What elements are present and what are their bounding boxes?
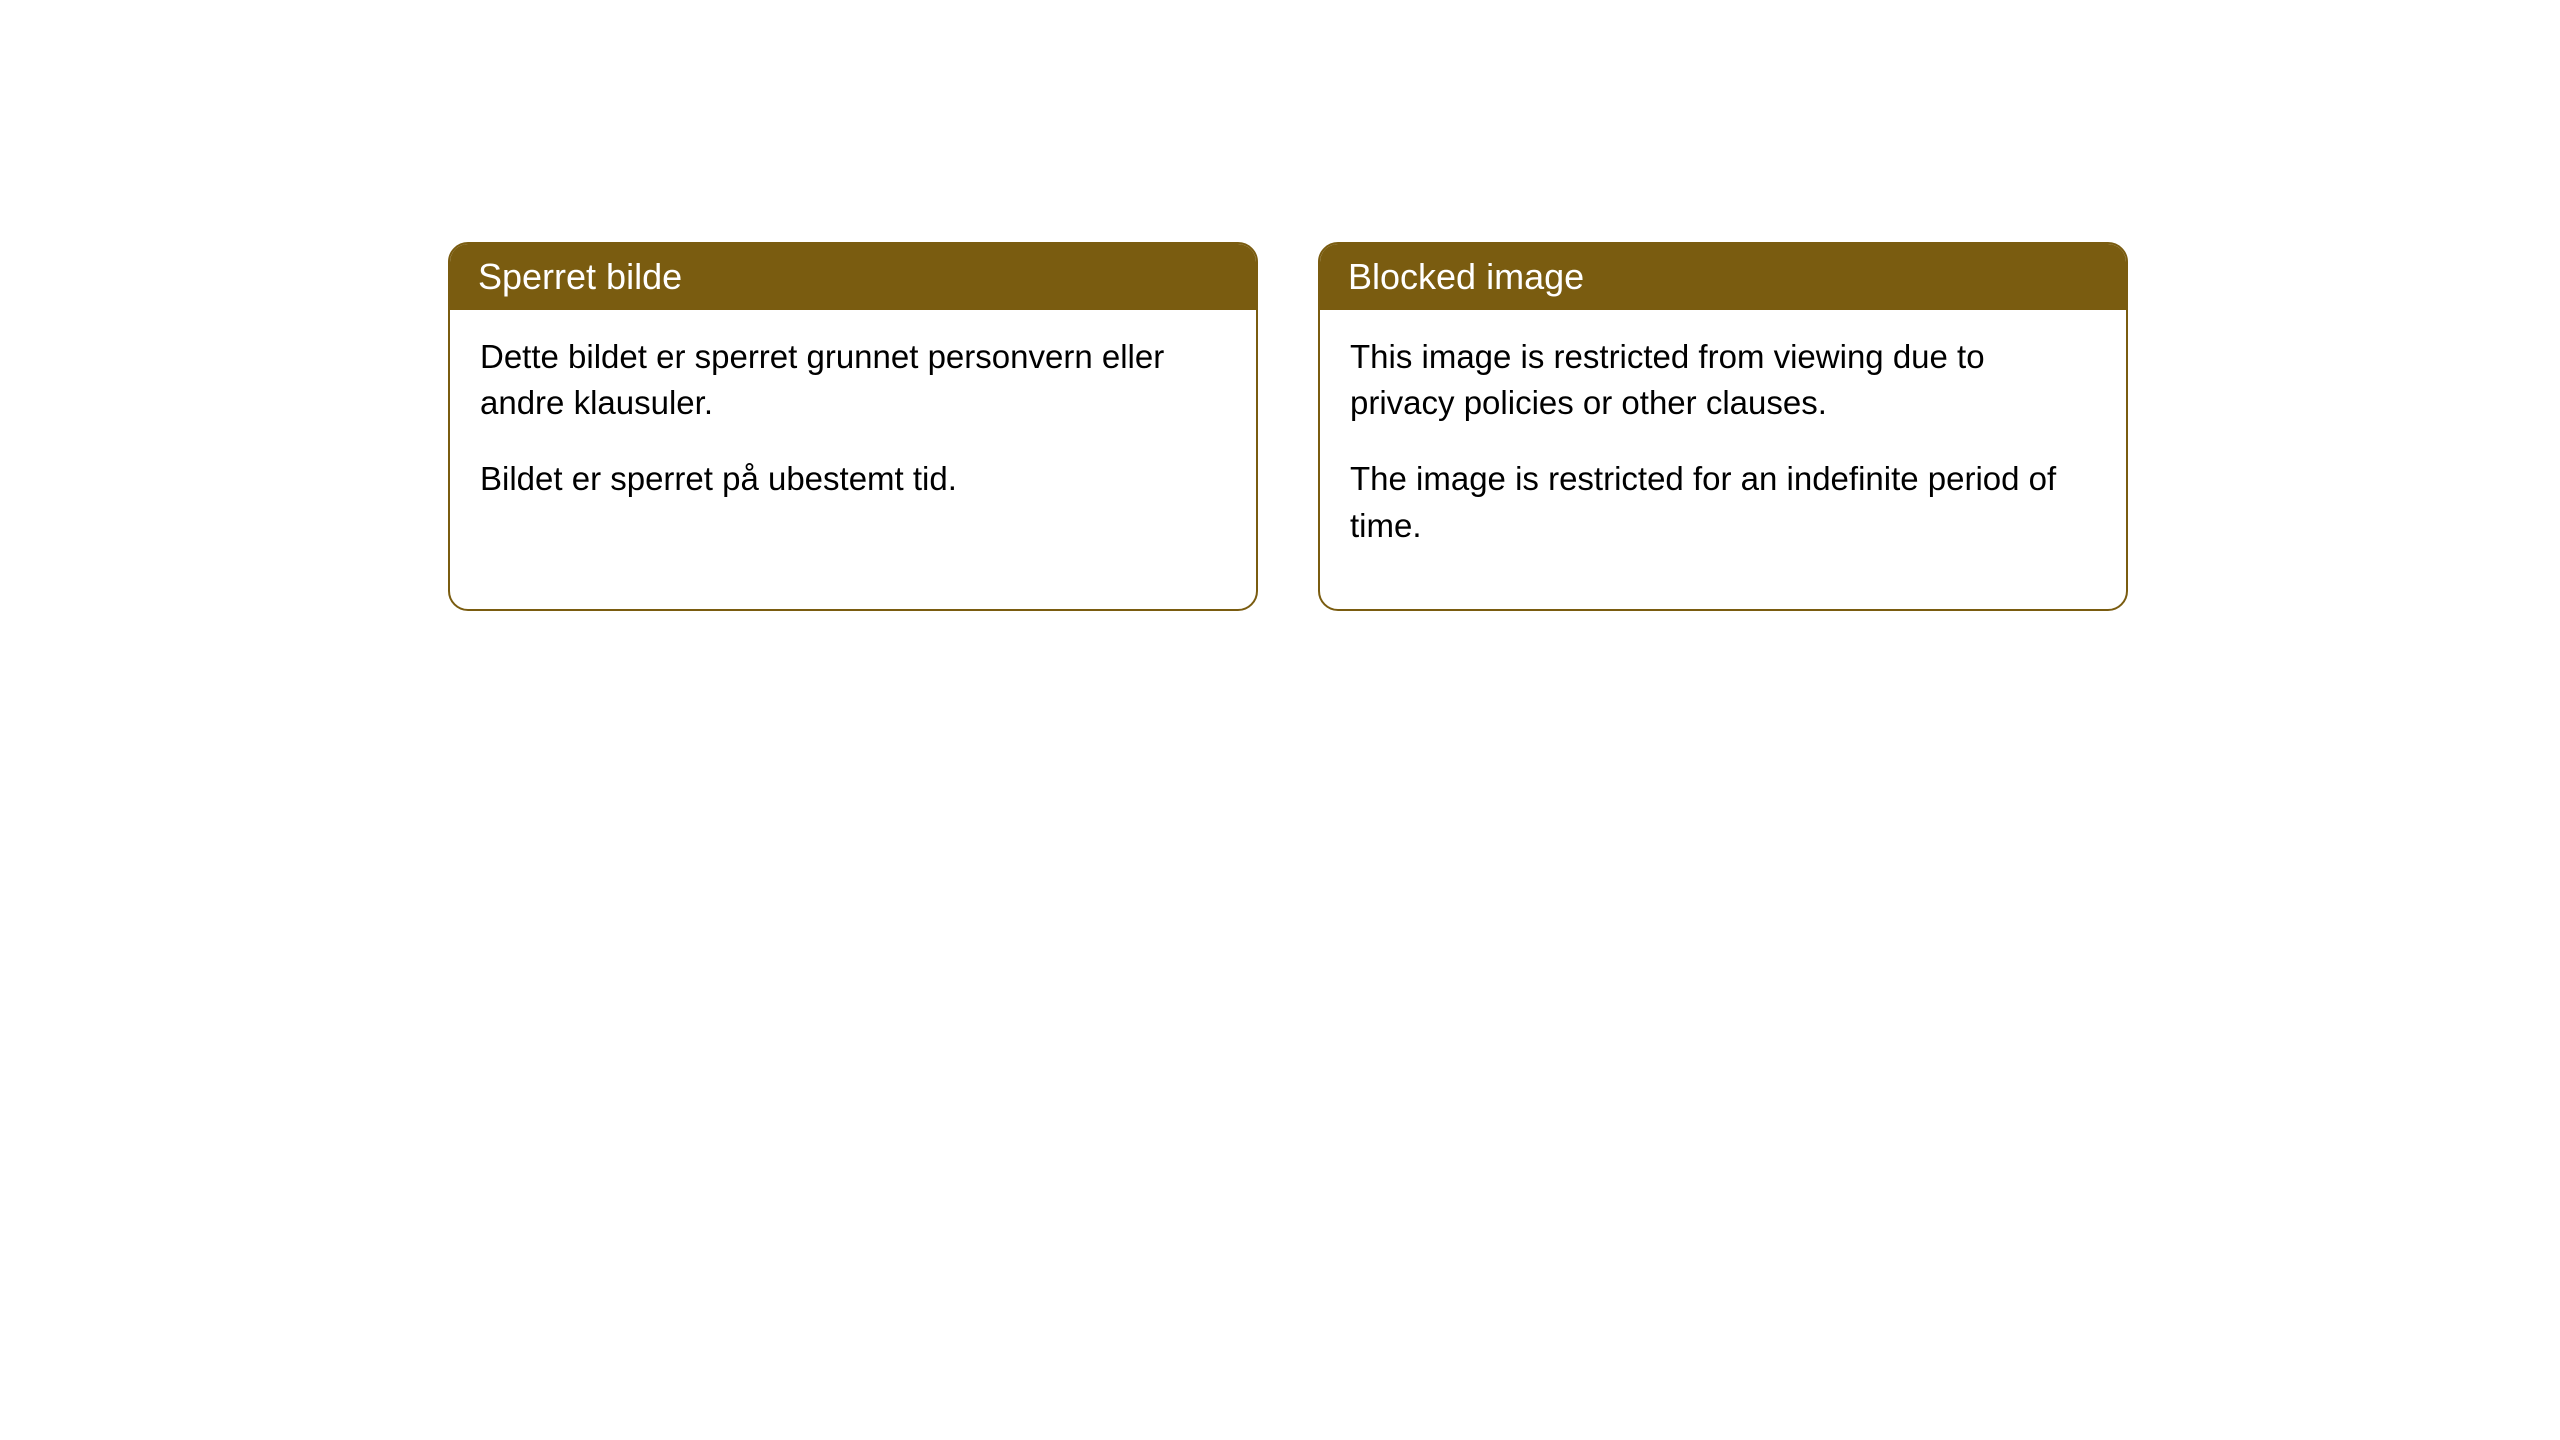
card-paragraph: Dette bildet er sperret grunnet personve… — [480, 334, 1226, 426]
notice-card-english: Blocked image This image is restricted f… — [1318, 242, 2128, 611]
card-title: Sperret bilde — [478, 256, 682, 297]
card-paragraph: This image is restricted from viewing du… — [1350, 334, 2096, 426]
card-paragraph: Bildet er sperret på ubestemt tid. — [480, 456, 1226, 502]
card-header: Sperret bilde — [450, 244, 1256, 310]
card-header: Blocked image — [1320, 244, 2126, 310]
card-body: Dette bildet er sperret grunnet personve… — [450, 310, 1256, 563]
notice-cards-container: Sperret bilde Dette bildet er sperret gr… — [0, 0, 2560, 611]
notice-card-norwegian: Sperret bilde Dette bildet er sperret gr… — [448, 242, 1258, 611]
card-body: This image is restricted from viewing du… — [1320, 310, 2126, 609]
card-paragraph: The image is restricted for an indefinit… — [1350, 456, 2096, 548]
card-title: Blocked image — [1348, 256, 1584, 297]
